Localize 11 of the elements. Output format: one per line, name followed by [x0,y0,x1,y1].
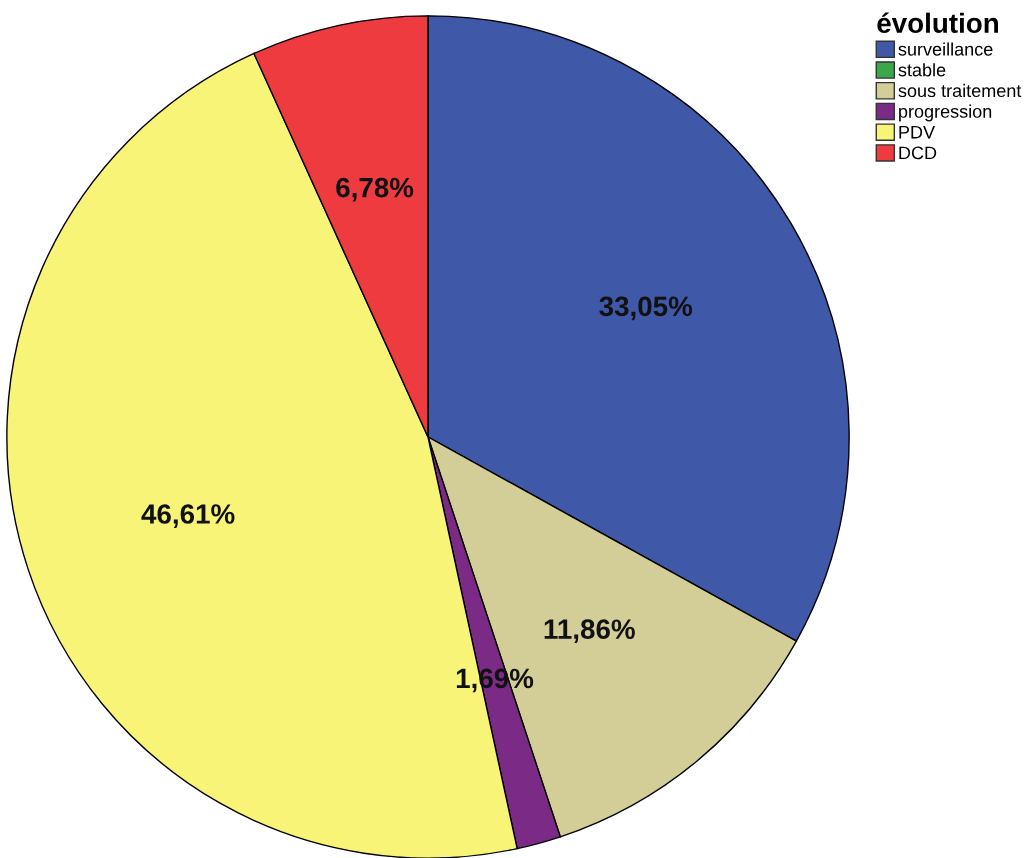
data-label: 6,78% [336,177,414,202]
legend-title: évolution [877,12,998,34]
legend-label: progression [899,104,992,122]
legend-label: PDV [899,125,935,139]
data-label: 33,05% [599,296,693,321]
legend-label: sous traitement [898,83,1022,98]
data-label: 46,61% [141,504,235,528]
data-label: 11,86% [544,619,635,644]
legend-label: stable [898,63,946,77]
legend-label: surveillance [898,42,993,56]
legend-label: DCD [899,146,937,160]
